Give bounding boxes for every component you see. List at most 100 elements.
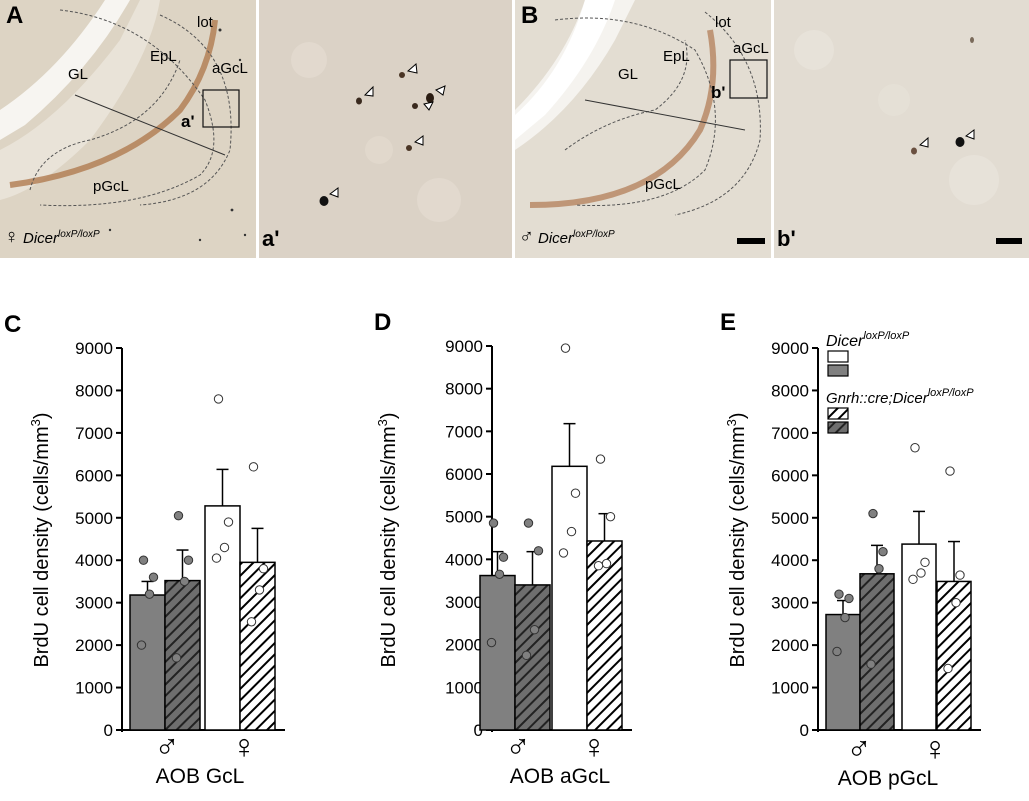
data-point (521, 650, 532, 661)
region-label-pgcl: pGcL (93, 178, 129, 195)
data-point (211, 553, 222, 563)
legend-swatch-male-control (827, 364, 849, 377)
y-tick-label: 6000 (75, 466, 113, 485)
data-point (605, 511, 616, 522)
data-point (494, 569, 505, 579)
bar-male-control (129, 594, 166, 731)
y-tick-label: 0 (800, 721, 809, 740)
genotype-sup: loxP/loxP (573, 229, 615, 240)
panel-letter: D (374, 309, 391, 336)
data-point (179, 576, 190, 587)
data-point (254, 585, 265, 595)
inset-label-a-prime: a' (181, 112, 195, 131)
scale-bar (737, 238, 765, 244)
y-tick-label: 3000 (771, 594, 809, 613)
y-tick-label: 1000 (771, 679, 809, 698)
y-axis-label: BrdU cell density (cells/mm3) (375, 412, 400, 667)
y-tick-label: 3000 (75, 594, 113, 613)
data-point (258, 564, 269, 574)
data-point (529, 625, 540, 635)
y-tick-label: 7000 (771, 424, 809, 443)
data-point (866, 659, 876, 669)
data-point (171, 653, 182, 663)
panel-letter-b: B (521, 2, 539, 29)
x-axis-label: AOB aGcL (510, 765, 610, 788)
photo-panel-b-prime: b' (774, 0, 1029, 258)
data-point (570, 488, 581, 498)
bar-female-control (204, 505, 241, 731)
y-tick-label: 8000 (75, 381, 113, 400)
chart-d: D 0 1000 2000 3000 4000 5000 6000 7000 8000 9000 Br… (374, 309, 632, 788)
data-point (183, 555, 194, 565)
bar-male-cko (859, 573, 895, 731)
data-point (560, 343, 571, 353)
photo-panel-a: A GL EpL lot aGcL pGcL a' ♀ DicerloxP/lox… (0, 0, 256, 258)
panel-letter: C (4, 311, 21, 338)
y-tick-label: 5000 (771, 509, 809, 528)
legend-swatch-female-cko (827, 407, 849, 420)
genotype-name: Dicer (23, 230, 59, 247)
data-point (486, 637, 497, 648)
region-label-agcl: aGcL (212, 60, 248, 77)
y-tick-label: 2000 (771, 636, 809, 655)
y-tick-label: 1000 (75, 679, 113, 698)
bar-male-control (479, 574, 516, 731)
photo-panel-b: B GL EpL lot aGcL pGcL b' ♂ DicerloxP/lox… (515, 0, 771, 258)
genotype-sup: loxP/loxP (58, 229, 100, 240)
legend-swatch-male-cko (827, 421, 849, 434)
y-tick-label: 8000 (445, 380, 483, 399)
data-point (144, 589, 155, 599)
genotype-label-a: ♀ DicerloxP/loxP (4, 226, 100, 249)
genotype-label-b: ♂ DicerloxP/loxP (519, 226, 615, 249)
scale-bar (996, 238, 1022, 244)
y-tick-label: 7000 (75, 424, 113, 443)
data-point (840, 612, 850, 623)
bar-charts: C 0 1000 2000 3000 4000 5000 6000 7000 8000 9000 Br… (4, 309, 981, 790)
bar-male-cko (164, 579, 201, 731)
data-point (601, 558, 612, 569)
female-symbol: ♀ (4, 226, 19, 248)
region-label-epl: EpL (150, 48, 177, 65)
data-point (955, 570, 965, 580)
data-point (498, 552, 509, 562)
region-label-pgcl: pGcL (645, 176, 681, 193)
x-group-label: ♂ (505, 728, 531, 766)
x-group-label: ♂ (154, 728, 180, 766)
data-point (566, 526, 577, 537)
data-point (138, 555, 149, 565)
panel-label-b-prime: b' (777, 226, 796, 251)
x-group-label: ♀ (231, 728, 257, 766)
male-symbol: ♂ (519, 226, 534, 248)
panel-letter-a: A (6, 2, 24, 29)
data-point (874, 564, 884, 574)
chart-c: C 0 1000 2000 3000 4000 5000 6000 7000 8000 9000 Br… (4, 311, 285, 788)
region-label-epl: EpL (663, 48, 690, 65)
y-tick-label: 0 (474, 721, 483, 740)
data-point (951, 597, 961, 608)
data-point (908, 574, 918, 585)
photo-panel-a-prime: a' (259, 0, 512, 258)
bar-male-control (825, 613, 861, 731)
chart-e: E 0 1000 2000 3000 4000 5000 6000 7000 8000 9000 Br… (720, 309, 981, 790)
y-tick-label: 4000 (771, 551, 809, 570)
data-point (136, 640, 147, 650)
y-tick-label: 0 (104, 721, 113, 740)
data-point (248, 462, 259, 472)
x-axis-label: AOB GcL (156, 765, 245, 788)
y-tick-label: 2000 (445, 636, 483, 655)
data-point (844, 593, 854, 604)
data-point (943, 663, 953, 674)
data-point (916, 568, 926, 578)
y-axis-label: BrdU cell density (cells/mm3) (724, 412, 749, 667)
bar-female-control (551, 465, 588, 731)
data-point (558, 548, 569, 558)
y-tick-label: 9000 (445, 337, 483, 356)
data-point (595, 454, 606, 464)
x-group-label: ♀ (581, 728, 607, 766)
y-tick-label: 3000 (445, 593, 483, 612)
y-tick-label: 2000 (75, 636, 113, 655)
x-group-label: ♂ (846, 730, 872, 768)
y-tick-label: 7000 (445, 422, 483, 441)
x-group-label: ♀ (922, 730, 948, 768)
panel-letter: E (720, 309, 736, 336)
